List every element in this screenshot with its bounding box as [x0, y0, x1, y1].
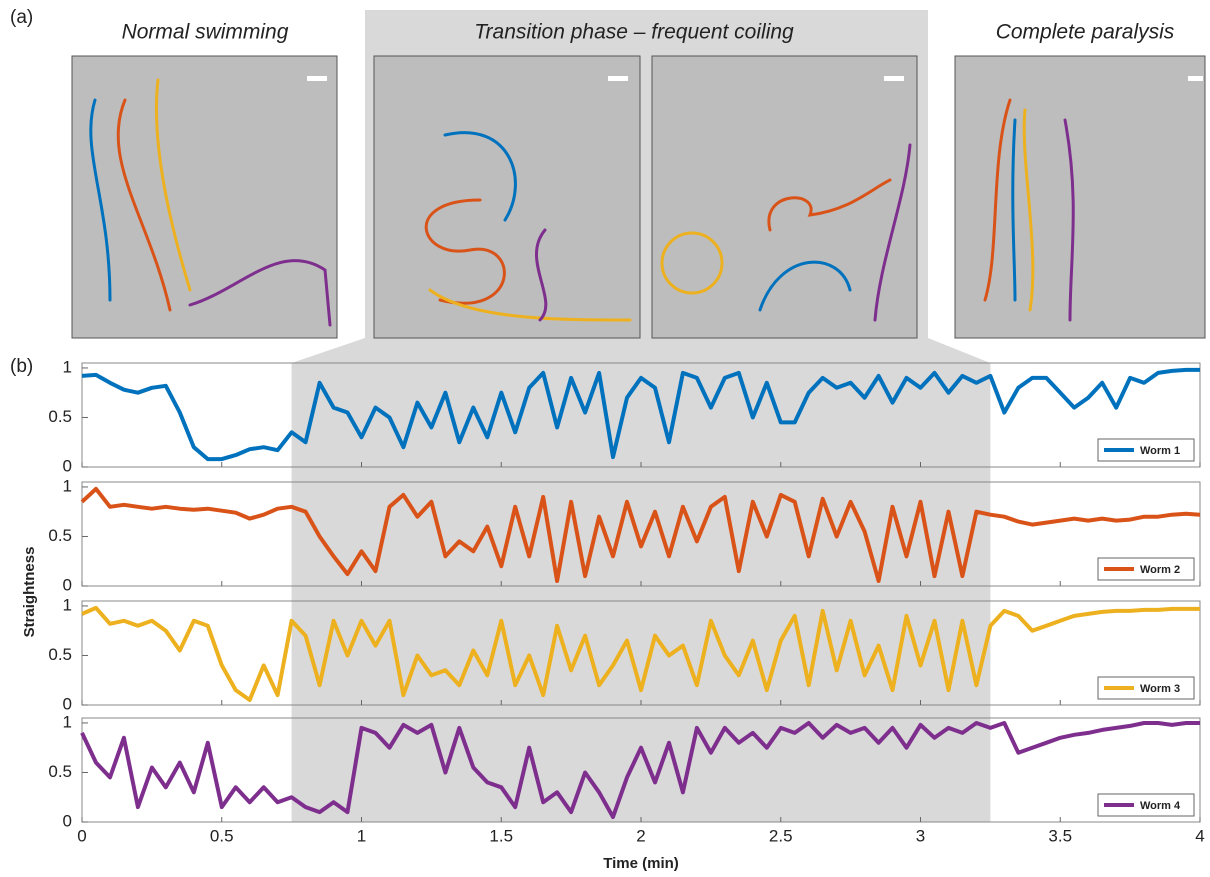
x-tick-label: 2	[636, 826, 645, 845]
y-tick-label: 0.5	[48, 407, 72, 426]
caption: Normal swimming	[122, 21, 289, 44]
x-tick-label: 1	[357, 826, 366, 845]
y-tick-label: 0	[63, 575, 72, 594]
legend-box	[1097, 676, 1195, 700]
y-tick-label: 0.5	[48, 762, 72, 781]
micrograph	[71, 55, 338, 339]
x-tick-label: 4	[1195, 826, 1204, 845]
y-tick-label: 0	[63, 694, 72, 713]
micrograph	[373, 55, 641, 339]
legend-label: Worm 1	[1140, 445, 1180, 457]
line	[80, 721, 1200, 819]
legend-box	[1097, 438, 1195, 462]
y-tick-label: 1	[63, 712, 72, 731]
y-tick-label: 1	[63, 476, 72, 495]
y-tick-label: 1	[63, 595, 72, 614]
x-tick-label: 2.5	[769, 826, 793, 845]
x-tick-label: 3.5	[1048, 826, 1072, 845]
x-tick-label: 1.5	[489, 826, 513, 845]
legend-box	[1097, 793, 1195, 817]
micrograph	[954, 55, 1206, 339]
worm-tracks	[89, 78, 1075, 327]
x-axis-label: Time (min)	[603, 855, 679, 872]
y-axis-label: Straightness	[21, 547, 38, 638]
y-tick-label: 1	[63, 357, 72, 376]
x-tick-label: 3	[916, 826, 925, 845]
y-tick-label: 0.5	[48, 645, 72, 664]
legend-label: Worm 2	[1140, 564, 1180, 576]
caption: Transition phase – frequent coiling	[474, 21, 794, 44]
line	[81, 605, 1200, 702]
micrograph	[651, 55, 918, 339]
scale-bars	[307, 76, 1203, 81]
x-tick-label: 0.5	[210, 826, 234, 845]
y-tick-label: 0	[63, 811, 72, 830]
legend-label: Worm 4	[1140, 800, 1181, 812]
y-tick-label: 0.5	[48, 526, 72, 545]
panel-label: (b)	[10, 356, 33, 377]
panel-label: (a)	[10, 7, 33, 28]
caption: Complete paralysis	[996, 21, 1175, 44]
line	[80, 486, 1201, 583]
x-tick-label: 0	[77, 826, 86, 845]
micrographs	[71, 55, 1206, 339]
line	[81, 367, 1200, 462]
legend-box	[1097, 557, 1195, 581]
legend-label: Worm 3	[1140, 683, 1180, 695]
y-tick-label: 0	[63, 456, 72, 475]
